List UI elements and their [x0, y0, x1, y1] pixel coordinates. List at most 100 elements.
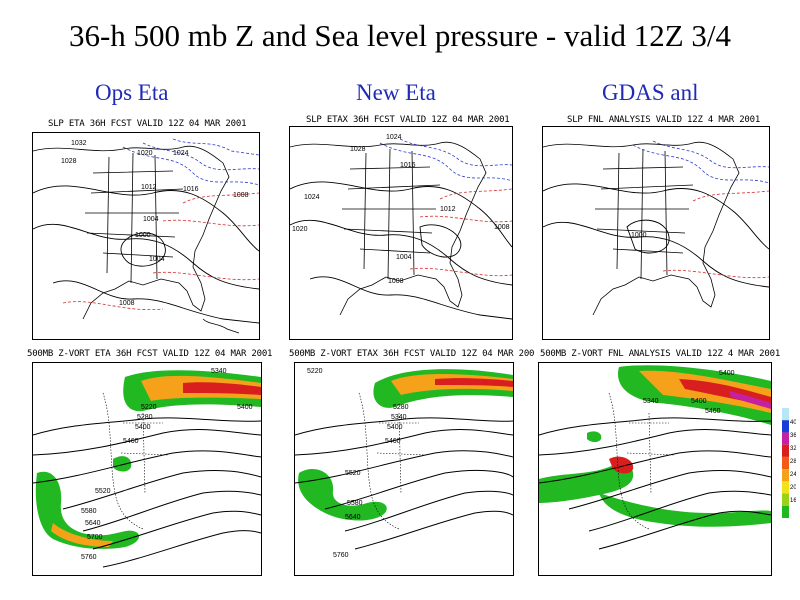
isobar-labels: 1000 [631, 232, 647, 239]
colorbar-swatch [782, 420, 789, 433]
height-contours [33, 417, 261, 568]
height-label: 5760 [81, 554, 97, 561]
height-contours [295, 417, 513, 550]
isobar-label: 1020 [137, 150, 153, 157]
height-label: 5520 [95, 488, 111, 495]
vort-map-new-eta: 5220 5280 5340 5400 5460 5520 5580 5640 … [294, 362, 514, 576]
height-label: 5700 [87, 534, 103, 541]
slp-map-ops-eta: 1032 1028 1024 1020 1016 1012 1008 1004 … [32, 132, 260, 340]
isobar-label: 1024 [173, 150, 189, 157]
colorbar-tick: 32 [790, 446, 796, 452]
isobar-label: 1008 [494, 224, 510, 231]
isobar-label: 1032 [71, 140, 87, 147]
vorticity-shading [539, 365, 771, 527]
column-label-ops-eta: Ops Eta [95, 80, 169, 105]
height-label: 5400 [135, 424, 151, 431]
height-label: 5340 [643, 398, 659, 405]
colorbar-tick: 16 [790, 498, 796, 504]
height-label: 5520 [345, 470, 361, 477]
vort-panel-title-ops: 500MB Z-VORT ETA 36H FCST VALID 12Z 04 M… [27, 349, 273, 359]
colorbar-ticks: 40 36 32 28 24 20 16 [790, 420, 796, 504]
colorbar-tick: 40 [790, 420, 796, 426]
colorbar-swatch [782, 493, 789, 506]
isobars-blue [632, 140, 769, 184]
isobar-label: 1004 [143, 216, 159, 223]
height-label: 5220 [307, 368, 323, 375]
height-label: 5460 [123, 438, 139, 445]
colorbar-swatch [782, 408, 789, 421]
colorbar-swatch [782, 444, 789, 457]
column-label-gdas-anl: GDAS anl [602, 80, 699, 105]
height-label: 5280 [137, 414, 153, 421]
height-labels: 5340 5220 5280 5400 5400 5460 5520 5580 … [81, 368, 253, 561]
isobar-labels: 1032 1028 1024 1020 1016 1012 1008 1004 … [61, 140, 249, 307]
height-label: 5400 [237, 404, 253, 411]
height-label: 5640 [345, 514, 361, 521]
vorticity-shading [35, 370, 261, 549]
isobar-label: 1004 [149, 256, 165, 263]
isobar-label: 1028 [61, 158, 77, 165]
coastline-outline [543, 141, 740, 316]
isobar-label: 1020 [292, 226, 308, 233]
height-label: 5340 [211, 368, 227, 375]
height-label: 5400 [719, 370, 735, 377]
isobar-label: 1000 [135, 232, 151, 239]
height-label: 5640 [85, 520, 101, 527]
colorbar-swatch [782, 505, 789, 518]
isobar-label: 1000 [631, 232, 647, 239]
isobar-label: 1008 [233, 192, 249, 199]
height-label: 5400 [387, 424, 403, 431]
vorticity-shading [298, 369, 513, 521]
isobar-label: 1016 [400, 162, 416, 169]
isobar-label: 1016 [183, 186, 199, 193]
coastline-outline [102, 392, 170, 530]
isobar-label: 1008 [119, 300, 135, 307]
colorbar-swatch [782, 456, 789, 470]
vort-map-ops-eta: 5340 5220 5280 5400 5400 5460 5520 5580 … [32, 362, 262, 576]
height-contours [539, 417, 771, 550]
coastline-outline [358, 392, 426, 530]
colorbar-swatch [782, 432, 789, 445]
coastline-outline [608, 392, 676, 530]
isobars-red [662, 190, 769, 279]
isobars-black [290, 181, 512, 320]
height-label: 5580 [347, 500, 363, 507]
vort-map-gdas-anl: 5400 5340 5400 5460 [538, 362, 772, 576]
colorbar-tick: 20 [790, 485, 796, 491]
slp-map-new-eta: 1024 1028 1024 1020 1016 1012 1008 1004 … [289, 126, 513, 340]
isobar-label: 1012 [141, 184, 157, 191]
vorticity-colorbar: 40 36 32 28 24 20 16 [782, 408, 796, 518]
colorbar-swatch [782, 481, 789, 494]
height-label: 5460 [385, 438, 401, 445]
height-label: 5280 [393, 404, 409, 411]
height-label: 5220 [141, 404, 157, 411]
isobar-label: 1028 [350, 146, 366, 153]
isobar-label: 1024 [304, 194, 320, 201]
slide-title: 36-h 500 mb Z and Sea level pressure - v… [68, 18, 732, 53]
isobar-labels: 1024 1028 1024 1020 1016 1012 1008 1004 … [292, 134, 510, 285]
vort-panel-title-new: 500MB Z-VORT ETAX 36H FCST VALID 12Z 04 … [289, 349, 535, 359]
coastline-outline [290, 141, 487, 316]
isobar-label: 1008 [388, 278, 404, 285]
height-labels: 5400 5340 5400 5460 [643, 370, 735, 415]
height-label: 5400 [691, 398, 707, 405]
height-label: 5580 [81, 508, 97, 515]
colorbar-swatches [782, 408, 789, 518]
isobar-label: 1012 [440, 206, 456, 213]
isobars-red [62, 192, 259, 311]
slp-panel-title-new: SLP ETAX 36H FCST VALID 12Z 04 MAR 2001 [306, 115, 510, 125]
height-labels: 5220 5280 5340 5400 5460 5520 5580 5640 … [307, 368, 409, 559]
slp-map-gdas-anl: 1000 [542, 126, 770, 340]
isobar-label: 1024 [386, 134, 402, 141]
isobars-blue [379, 138, 512, 182]
coastline-outline [33, 145, 240, 334]
height-label: 5760 [333, 552, 349, 559]
isobar-label: 1004 [396, 254, 412, 261]
isobars-black [543, 183, 769, 288]
colorbar-tick: 36 [790, 433, 796, 439]
height-label: 5460 [705, 408, 721, 415]
vort-panel-title-gdas: 500MB Z-VORT FNL ANALYSIS VALID 12Z 4 MA… [540, 349, 781, 359]
colorbar-tick: 28 [790, 459, 796, 465]
isobars-red [409, 188, 512, 277]
column-label-new-eta: New Eta [356, 80, 436, 105]
